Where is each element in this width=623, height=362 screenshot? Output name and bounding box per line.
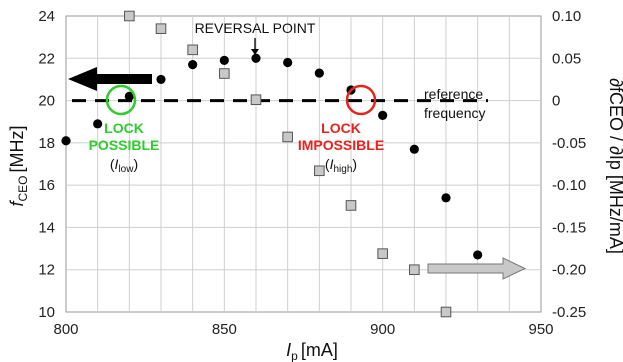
- data-point-fceo: [219, 55, 229, 65]
- y-right-tick-label: -0.20: [552, 262, 586, 279]
- y-left-tick-label: 14: [38, 219, 55, 236]
- data-point-fceo: [124, 91, 134, 101]
- y-left-tick-label: 22: [38, 50, 55, 67]
- data-point-fceo: [378, 110, 388, 120]
- data-point-fceo: [409, 144, 419, 154]
- reference-label-line1: reference: [424, 86, 483, 102]
- data-point-fceo: [188, 60, 198, 70]
- y-left-tick-label: 16: [38, 177, 55, 194]
- data-point-derivative: [187, 44, 198, 56]
- y-left-tick-label: 24: [38, 8, 55, 25]
- x-tick-label: 850: [212, 321, 237, 338]
- lock-impossible-circle: [345, 84, 377, 116]
- lock-possible-label-line2: POSSIBLE: [89, 137, 160, 153]
- y-right-tick-label: 0.10: [552, 8, 581, 25]
- y-left-tick-label: 10: [38, 304, 55, 321]
- plot-frame: [65, 15, 542, 313]
- data-point-derivative: [155, 23, 167, 34]
- reference-label-line2: frequency: [424, 105, 485, 121]
- lock-impossible-label-line2: IMPOSSIBLE: [298, 137, 384, 153]
- data-point-derivative: [377, 248, 388, 259]
- data-point-derivative: [282, 131, 293, 143]
- y-right-axis-title: ∂fCEO / ∂Ip [MHz/mA]: [606, 78, 623, 254]
- y-left-axis-title: fCEO[MHz]: [7, 125, 30, 206]
- y-right-tick-label: 0.05: [552, 50, 581, 67]
- x-tick-label: 950: [528, 321, 553, 338]
- data-point-fceo: [441, 193, 451, 203]
- y-right-tick-label: -0.05: [552, 135, 586, 152]
- data-point-fceo: [156, 74, 166, 85]
- data-point-derivative: [124, 10, 135, 22]
- data-point-derivative: [219, 68, 230, 79]
- lock-possible-circle: [105, 84, 137, 116]
- y-left-tick-label: 12: [38, 262, 55, 279]
- y-right-tick-label: 0: [552, 93, 560, 110]
- y-left-tick-label: 18: [38, 135, 55, 152]
- data-point-fceo: [314, 68, 324, 78]
- data-point-fceo: [93, 119, 103, 129]
- data-point-fceo: [251, 53, 261, 63]
- tick-labels: 800 850 900 950 10 12 14 16 18 20 22 24 -0.25 -0.20 -0…: [38, 8, 586, 338]
- right-arrow-icon: [427, 257, 527, 280]
- reversal-point-label: REVERSAL POINT: [195, 20, 316, 36]
- data-point-derivative: [345, 200, 357, 211]
- data-point-derivative: [250, 94, 262, 106]
- left-arrow-icon: [68, 67, 152, 91]
- x-tick-label: 800: [53, 321, 78, 338]
- data-point-derivative: [314, 165, 325, 177]
- data-point-derivative: [440, 306, 452, 318]
- data-point-fceo: [61, 136, 71, 146]
- y-left-tick-label: 20: [38, 93, 55, 110]
- lock-impossible-current: (Ihigh): [325, 156, 357, 175]
- x-tick-label: 900: [370, 321, 395, 338]
- lock-impossible-label-line1: LOCK: [321, 120, 361, 136]
- y-right-tick-label: -0.15: [552, 219, 586, 236]
- lock-possible-current: (Ilow): [110, 156, 138, 175]
- data-point-fceo: [473, 250, 483, 260]
- data-point-derivative: [409, 264, 420, 276]
- data-point-fceo: [283, 57, 293, 68]
- reversal-arrowhead-icon: [251, 49, 259, 55]
- grid: [65, 15, 542, 313]
- y-right-tick-label: -0.25: [552, 304, 586, 321]
- y-right-tick-label: -0.10: [552, 177, 586, 194]
- x-axis-title: Ip [mA]: [286, 340, 338, 362]
- lock-possible-label-line1: LOCK: [104, 120, 144, 136]
